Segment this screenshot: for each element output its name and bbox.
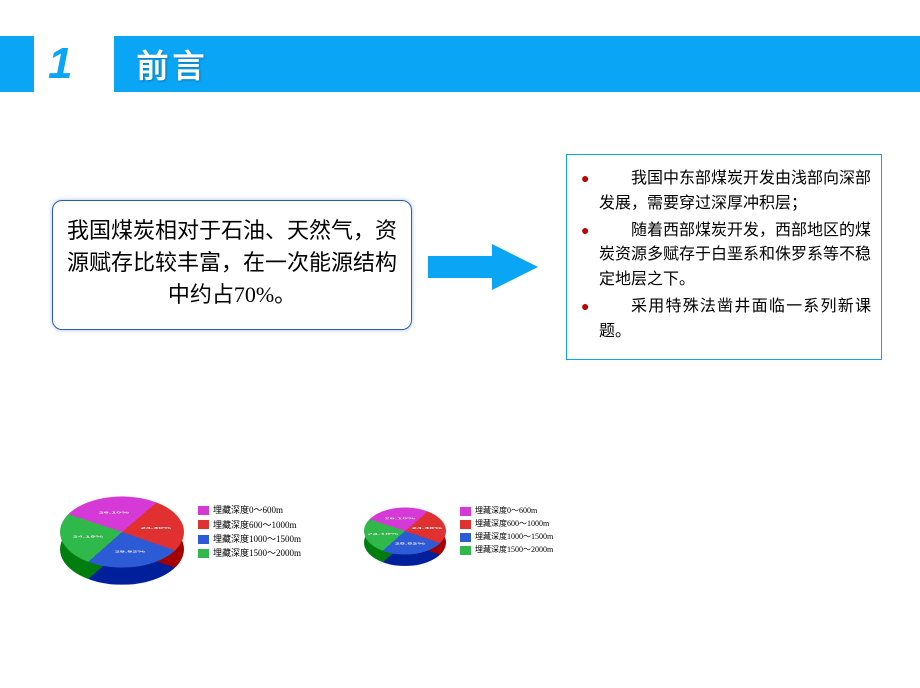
bullet-dot-icon: ●: [581, 295, 599, 320]
pie-slice-label: 24.30%: [412, 527, 443, 530]
legend-label: 埋藏深度1000～1500m: [213, 532, 301, 546]
bullet-dot-icon: ●: [581, 219, 599, 244]
pie-slice-label: 26.10%: [99, 511, 130, 514]
legend-row: 埋藏深度600～1000m: [198, 518, 301, 532]
bullet-dot-icon: ●: [581, 167, 599, 192]
bullet-text: 随着西部煤炭开发，西部地区的煤炭资源多赋存于白垩系和侏罗系等不稳定地层之下。: [599, 219, 871, 293]
legend-label: 埋藏深度0～600m: [213, 503, 283, 517]
legend-label: 埋藏深度600～1000m: [475, 518, 549, 531]
intro-text-box: 我国煤炭相对于石油、天然气，资源赋存比较丰富，在一次能源结构中约占70%。: [52, 200, 412, 330]
legend-swatch: [460, 546, 471, 555]
legend-swatch: [460, 507, 471, 516]
legend-label: 埋藏深度1000～1500m: [475, 531, 553, 544]
legend-row: 埋藏深度0～600m: [460, 505, 553, 518]
bullet-item: ● 采用特殊法凿井面临一系列新课题。: [581, 295, 871, 345]
pie-slice-label: 24.30%: [141, 526, 172, 529]
legend-row: 埋藏深度600～1000m: [460, 518, 553, 531]
intro-text: 我国煤炭相对于石油、天然气，资源赋存比较丰富，在一次能源结构中约占70%。: [67, 218, 397, 307]
section-title: 前言: [136, 41, 208, 87]
arrow-shape: [428, 244, 538, 290]
legend-row: 埋藏深度1500～2000m: [198, 546, 301, 560]
legend-swatch: [198, 535, 209, 544]
legend-swatch: [198, 520, 209, 529]
pie-slice-label: 24.18%: [367, 532, 398, 535]
pie-3d: 26.10% 24.30% 25.52% 24.18%: [364, 507, 446, 554]
legend-label: 埋藏深度1500～2000m: [213, 546, 301, 560]
pie-top: [364, 507, 446, 554]
legend-swatch: [460, 520, 471, 529]
bullet-item: ● 随着西部煤炭开发，西部地区的煤炭资源多赋存于白垩系和侏罗系等不稳定地层之下。: [581, 219, 871, 293]
header-title-block: 前言: [114, 36, 920, 92]
pie-slice-label: 25.52%: [395, 542, 426, 545]
pie-slice-label: 24.18%: [73, 535, 104, 538]
legend-swatch: [460, 533, 471, 542]
slide-header: 1 前言: [0, 36, 920, 92]
legend-swatch: [198, 506, 209, 515]
bullet-text: 我国中东部煤炭开发由浅部向深部发展，需要穿过深厚冲积层；: [599, 167, 871, 217]
legend-row: 埋藏深度1000～1500m: [460, 531, 553, 544]
pie-3d: 26.10% 24.30% 25.52% 24.18%: [60, 496, 184, 567]
pie-legend: 埋藏深度0～600m埋藏深度600～1000m埋藏深度1000～1500m埋藏深…: [460, 505, 553, 556]
header-accent-block: [0, 36, 34, 92]
legend-row: 埋藏深度0～600m: [198, 503, 301, 517]
legend-row: 埋藏深度1500～2000m: [460, 544, 553, 557]
legend-swatch: [198, 549, 209, 558]
bullet-box: ● 我国中东部煤炭开发由浅部向深部发展，需要穿过深厚冲积层； ● 随着西部煤炭开…: [566, 154, 882, 360]
pie-wrap: 26.10% 24.30% 25.52% 24.18% 埋藏深度0～600m埋藏深度6…: [60, 470, 301, 594]
bullet-item: ● 我国中东部煤炭开发由浅部向深部发展，需要穿过深厚冲积层；: [581, 167, 871, 217]
pie-chart-small: 26.10% 24.30% 25.52% 24.18% 埋藏深度0～600m埋藏深度6…: [364, 490, 553, 572]
pie-chart-large: 26.10% 24.30% 25.52% 24.18% 埋藏深度0～600m埋藏深度6…: [60, 470, 301, 594]
arrow-right-icon: [428, 244, 538, 290]
pie-wrap: 26.10% 24.30% 25.52% 24.18% 埋藏深度0～600m埋藏深度6…: [364, 490, 553, 572]
legend-row: 埋藏深度1000～1500m: [198, 532, 301, 546]
pie-slice-label: 25.52%: [114, 550, 145, 553]
legend-label: 埋藏深度600～1000m: [213, 518, 297, 532]
legend-label: 埋藏深度0～600m: [475, 505, 537, 518]
bullet-text: 采用特殊法凿井面临一系列新课题。: [599, 295, 871, 345]
pie-legend: 埋藏深度0～600m埋藏深度600～1000m埋藏深度1000～1500m埋藏深…: [198, 503, 301, 561]
pie-top: [60, 496, 184, 567]
pie-slice-label: 26.10%: [385, 517, 416, 520]
legend-label: 埋藏深度1500～2000m: [475, 544, 553, 557]
section-number: 1: [48, 39, 72, 89]
